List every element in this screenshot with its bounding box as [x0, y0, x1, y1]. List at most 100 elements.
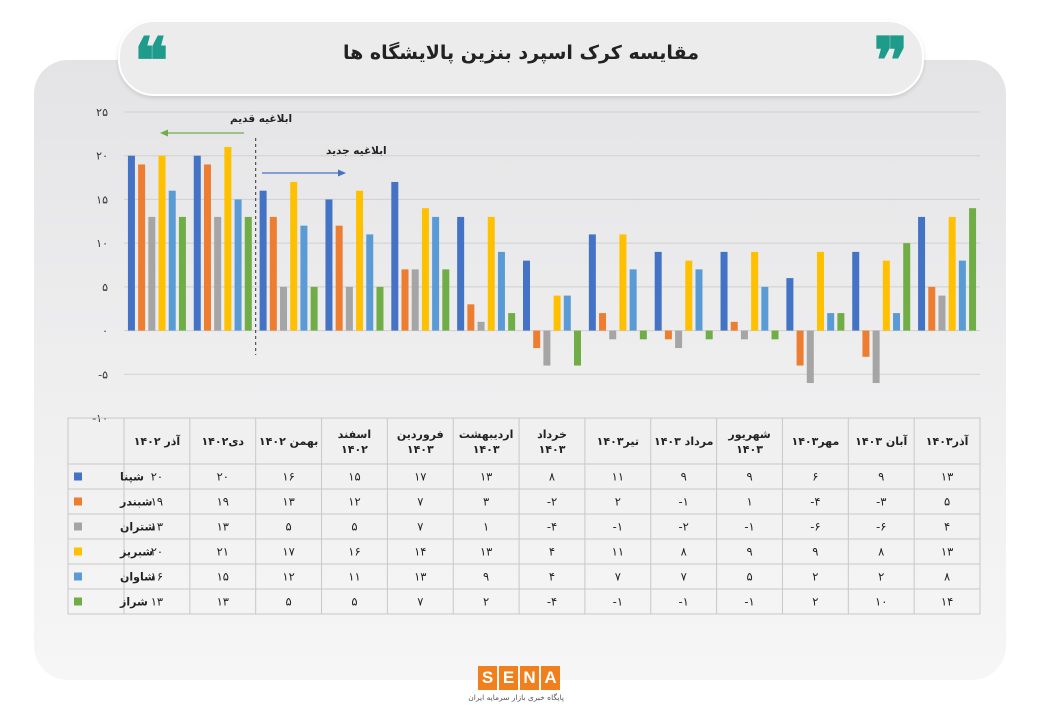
bar — [487, 216, 495, 331]
bar — [771, 330, 779, 340]
table-cell-value: ۳ — [483, 495, 489, 509]
bar — [310, 286, 318, 331]
legend-swatch — [74, 472, 82, 481]
bar — [401, 269, 409, 331]
bar — [203, 164, 211, 331]
bar — [325, 199, 333, 331]
logo-letter: E — [499, 666, 518, 690]
bar — [269, 216, 277, 331]
legend-swatch — [74, 572, 82, 581]
bar — [619, 234, 627, 331]
table-cell-value: ۸ — [681, 545, 687, 559]
table-cell-value: -۴ — [810, 495, 820, 509]
bar — [345, 286, 353, 331]
logo-letter: S — [478, 666, 497, 690]
bar — [705, 330, 713, 340]
category-label: فروردین ۱۴۰۳ — [397, 428, 444, 456]
bar — [852, 251, 860, 331]
bar — [599, 313, 607, 331]
table-cell-value: ۱۳ — [480, 545, 492, 559]
bar — [356, 190, 364, 331]
y-tick-label: ۰ — [102, 325, 108, 338]
bar — [958, 260, 966, 331]
bar — [761, 286, 769, 331]
table-cell-value: -۲ — [679, 520, 689, 534]
logo-letter: A — [541, 666, 560, 690]
bar — [609, 330, 617, 340]
bar — [442, 269, 450, 331]
quote-close-icon: ❞ — [873, 24, 908, 99]
table-cell-value: ۲۰ — [151, 545, 163, 559]
table-cell-value: -۱ — [744, 520, 754, 534]
table-cell-value: ۲ — [812, 570, 818, 584]
bar — [675, 330, 683, 349]
bar — [553, 295, 561, 331]
table-cell-value: ۲۰ — [151, 470, 163, 484]
table-cell-value: ۵ — [286, 520, 292, 534]
bar — [796, 330, 804, 366]
table-cell-value: ۱۳ — [480, 470, 492, 484]
y-tick-label: ۱۵ — [96, 193, 108, 206]
category-label: آذر ۱۴۰۲ — [134, 434, 181, 448]
table-cell-value: ۵ — [351, 520, 357, 534]
bar — [827, 313, 835, 331]
bar — [224, 146, 232, 331]
legend-label: شبریز — [119, 546, 153, 559]
category-label: اردیبهشت ۱۴۰۳ — [459, 428, 513, 456]
table-cell-value: -۱ — [613, 520, 623, 534]
bar — [376, 286, 384, 331]
table-cell-value: ۱۰ — [875, 595, 887, 609]
category-label: دی۱۴۰۲ — [201, 435, 244, 448]
table-cell-value: ۷ — [681, 570, 687, 584]
y-tick-label: ۲۰ — [96, 150, 108, 163]
table-cell-value: ۱۴ — [941, 595, 953, 609]
table-cell-value: ۱۴ — [414, 545, 426, 559]
table-cell-value: ۱۳ — [941, 545, 953, 559]
bar — [432, 216, 440, 331]
table-cell-value: ۱۳ — [282, 495, 294, 509]
bar — [629, 269, 637, 331]
bar — [335, 225, 343, 331]
table-cell-value: ۴ — [549, 545, 555, 559]
new-notice-arrowhead — [338, 169, 346, 177]
legend-label: شاوان — [120, 571, 155, 584]
table-cell-value: ۱ — [483, 520, 489, 534]
table-cell-value: ۱۳ — [217, 520, 229, 534]
quote-open-icon: ❝ — [134, 24, 169, 99]
table-cell-value: -۱ — [679, 595, 689, 609]
table-cell-value: -۱ — [744, 595, 754, 609]
bar — [969, 208, 977, 331]
table-cell-value: ۹ — [812, 545, 818, 559]
old-notice-arrowhead — [160, 129, 168, 137]
bar — [816, 251, 824, 331]
y-tick-label: -۵ — [98, 368, 108, 381]
bar — [178, 216, 186, 331]
table-cell-value: ۱۳ — [151, 520, 163, 534]
table-cell-value: ۵ — [286, 595, 292, 609]
bar — [695, 269, 703, 331]
table-cell-value: ۷ — [615, 570, 621, 584]
bar — [938, 295, 946, 331]
bar — [654, 251, 662, 331]
table-cell-value: ۱۵ — [348, 470, 360, 484]
y-tick-label: ۵ — [102, 281, 108, 294]
table-cell-value: ۲ — [615, 495, 621, 509]
table-cell-value: ۵ — [746, 570, 752, 584]
table-cell-value: ۱۵ — [217, 570, 229, 584]
bar — [543, 330, 551, 366]
table-cell-value: ۲ — [483, 595, 489, 609]
bar — [872, 330, 880, 384]
new-notice-label: ابلاغیه جدید — [326, 145, 387, 157]
bar — [588, 234, 596, 331]
table-cell-value: ۱۶ — [282, 470, 294, 484]
bar — [127, 155, 135, 331]
legend-swatch — [74, 497, 82, 506]
bar — [893, 313, 901, 331]
bar — [497, 251, 505, 331]
table-cell-value: ۸ — [944, 570, 950, 584]
bar — [523, 260, 530, 331]
table-cell-value: ۱۳ — [217, 595, 229, 609]
bar — [862, 330, 870, 357]
table-cell-value: ۱۹ — [217, 495, 229, 509]
